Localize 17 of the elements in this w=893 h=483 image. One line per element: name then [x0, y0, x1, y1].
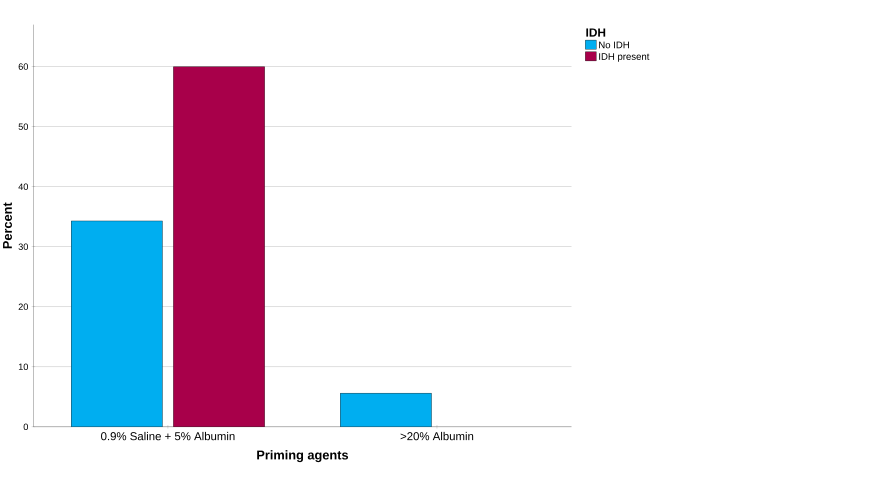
y-tick-label: 20 [18, 303, 28, 310]
x-tick-label: >20% Albumin [400, 432, 474, 440]
y-tick-label: 50 [18, 123, 28, 130]
y-axis-title: Percent [3, 202, 12, 248]
legend-title: IDH [586, 28, 606, 36]
x-tick-label: 0.9% Saline + 5% Albumin [101, 432, 234, 440]
x-axis-title: Priming agents [257, 450, 348, 462]
y-tick-label: 10 [18, 363, 28, 370]
legend-label: IDH present [599, 53, 650, 62]
y-tick-label: 0 [24, 423, 28, 430]
bar [173, 66, 265, 427]
bar [71, 220, 163, 427]
bar [340, 392, 432, 427]
y-tick-label: 40 [18, 183, 28, 190]
y-tick-label: 60 [18, 63, 28, 70]
y-tick-label: 30 [18, 243, 28, 250]
legend-label: No IDH [599, 41, 629, 48]
